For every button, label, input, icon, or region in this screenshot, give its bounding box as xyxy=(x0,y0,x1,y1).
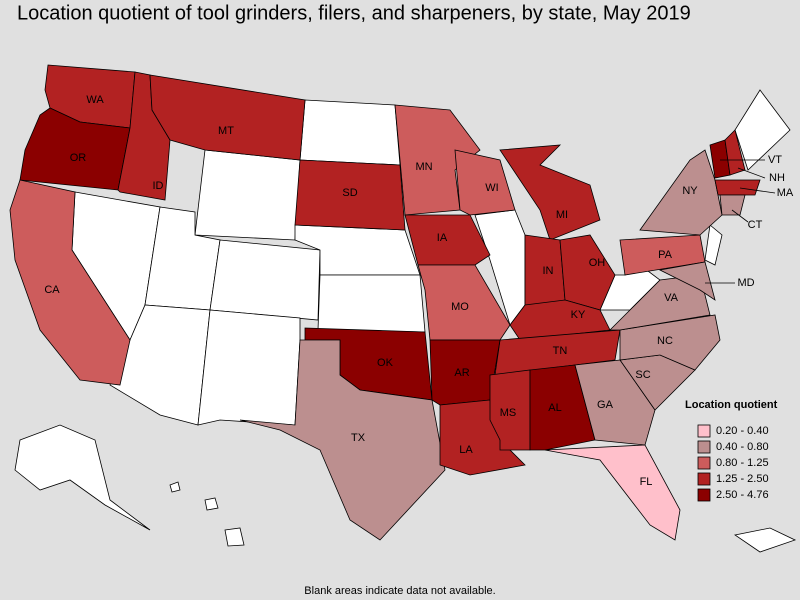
state-label: AR xyxy=(454,367,469,379)
state-label: IN xyxy=(543,265,554,277)
state-label: MN xyxy=(415,161,432,173)
state-shape xyxy=(658,261,716,301)
state-shape xyxy=(14,424,151,531)
state-shape xyxy=(209,239,321,321)
state-label: NH xyxy=(769,172,785,184)
map-title: Location quotient of tool grinders, file… xyxy=(17,2,691,24)
state-label: NY xyxy=(682,185,698,197)
state-shape xyxy=(559,234,616,311)
state-shape xyxy=(197,309,301,426)
state-shape xyxy=(499,144,601,241)
legend-swatch xyxy=(697,424,711,438)
legend-swatch xyxy=(697,456,711,470)
legend-label: 0.80 - 1.25 xyxy=(716,457,769,469)
state-label: LA xyxy=(459,444,473,456)
legend-label: 0.20 - 0.40 xyxy=(716,425,769,437)
state-label: NC xyxy=(657,335,673,347)
legend-label: 0.40 - 0.80 xyxy=(716,441,769,453)
state-labels: WA OR CA ID MT SD MN WI IA MO MI IN OH K… xyxy=(44,94,794,488)
state-shape xyxy=(544,444,681,541)
state-shape xyxy=(294,159,406,231)
state-shape xyxy=(574,359,656,446)
state-label: MA xyxy=(777,187,794,199)
state-label: TN xyxy=(553,345,568,357)
state-shape xyxy=(19,107,131,191)
state-label: SD xyxy=(342,187,357,199)
state-label: VA xyxy=(664,292,679,304)
state-shape xyxy=(404,214,491,266)
state-label: OH xyxy=(589,257,606,269)
state-label: AL xyxy=(548,402,561,414)
state-shape xyxy=(149,74,306,161)
state-label: WA xyxy=(86,94,104,106)
state-label: IA xyxy=(437,232,448,244)
legend-swatch xyxy=(697,488,711,502)
state-shape xyxy=(619,314,721,371)
state-label: OR xyxy=(70,152,87,164)
states xyxy=(9,64,761,541)
state-shape xyxy=(317,274,426,333)
state-shape xyxy=(204,497,219,511)
state-label: CA xyxy=(44,284,60,296)
state-label: GA xyxy=(597,399,614,411)
state-label: PA xyxy=(658,249,673,261)
state-label: ID xyxy=(153,180,164,192)
footnote: Blank areas indicate data not available. xyxy=(304,585,495,597)
state-shape xyxy=(529,364,596,451)
legend-title: Location quotient xyxy=(685,399,778,411)
state-label: CT xyxy=(748,219,763,231)
state-shape xyxy=(454,149,516,216)
state-label: FL xyxy=(640,476,653,488)
legend-label: 1.25 - 2.50 xyxy=(716,473,769,485)
state-label: OK xyxy=(377,357,394,369)
state-shape xyxy=(224,527,245,547)
state-shape xyxy=(704,224,723,266)
state-label: WI xyxy=(485,182,498,194)
state-label: MI xyxy=(556,209,568,221)
state-shape xyxy=(639,149,723,236)
legend-swatch xyxy=(697,440,711,454)
state-label: VT xyxy=(768,154,782,166)
state-shape xyxy=(724,129,746,176)
leader-lines xyxy=(705,159,776,284)
state-label: SC xyxy=(635,369,650,381)
state-label: MT xyxy=(218,125,234,137)
legend-swatch xyxy=(697,472,711,486)
legend-label: 2.50 - 4.76 xyxy=(716,489,769,501)
state-label: TX xyxy=(351,432,366,444)
state-label: MS xyxy=(500,407,517,419)
state-shape xyxy=(733,527,797,553)
legend: Location quotient 0.20 - 0.40 0.40 - 0.80… xyxy=(685,399,778,502)
state-shape xyxy=(734,89,791,171)
state-shape xyxy=(494,329,621,376)
state-label: KY xyxy=(571,309,586,321)
state-shape xyxy=(9,179,131,386)
state-shape xyxy=(239,339,446,541)
state-shape xyxy=(714,179,761,196)
state-label: MD xyxy=(737,277,754,289)
state-shape xyxy=(194,149,301,241)
state-shape xyxy=(169,481,181,493)
state-shape xyxy=(719,194,746,216)
state-shape xyxy=(299,99,401,166)
state-label: MO xyxy=(451,301,469,313)
